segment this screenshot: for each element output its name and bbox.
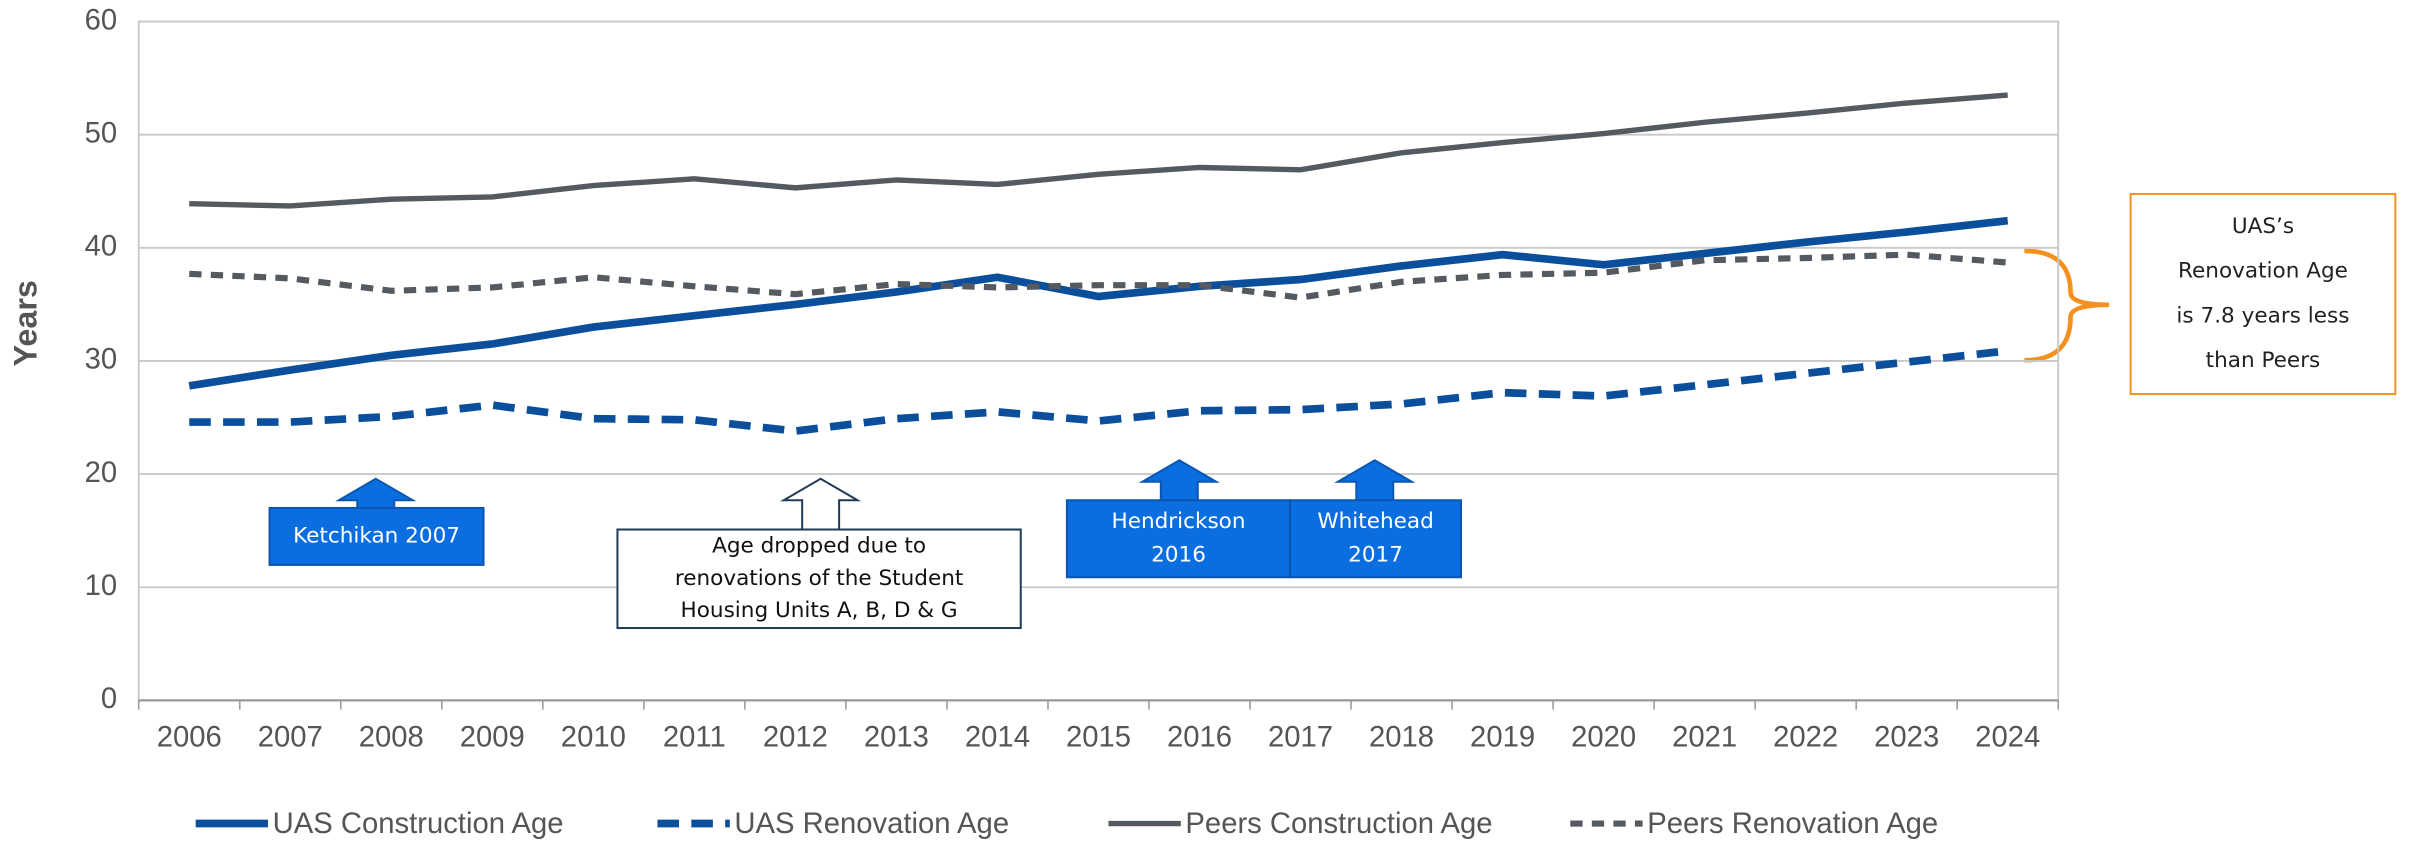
annotation-text: is 7.8 years less — [2176, 303, 2349, 328]
x-tick-label: 2024 — [1975, 722, 2040, 754]
annotation-arrow — [1138, 459, 1220, 502]
annotation-arrow — [1334, 459, 1416, 502]
series-line — [188, 216, 2009, 390]
annotation-text: Age dropped due to — [712, 533, 926, 558]
annotation-box — [616, 528, 1022, 630]
annotation-text: than Peers — [2206, 348, 2321, 373]
annotation-text: renovations of the Student — [675, 566, 963, 591]
y-tick-label: 50 — [85, 117, 118, 149]
annotation-text: Whitehead — [1317, 509, 1433, 534]
series-line — [189, 92, 2008, 209]
y-axis-label: Years — [7, 280, 43, 366]
legend-label: UAS Construction Age — [273, 808, 564, 840]
x-tick-label: 2023 — [1874, 722, 1939, 754]
x-tick-label: 2008 — [359, 722, 424, 754]
x-tick-label: 2017 — [1268, 722, 1333, 754]
annotation-box — [268, 506, 485, 566]
x-tick-label: 2007 — [258, 722, 323, 754]
x-tick-label: 2010 — [561, 722, 626, 754]
brace — [2024, 248, 2110, 363]
y-tick-label: 40 — [85, 231, 118, 263]
y-tick-label: 60 — [85, 4, 118, 36]
x-tick-label: 2019 — [1470, 722, 1535, 754]
x-tick-label: 2012 — [763, 722, 828, 754]
legend-label: UAS Renovation Age — [734, 808, 1009, 840]
x-tick-label: 2021 — [1672, 722, 1737, 754]
annotation-arrow — [779, 477, 862, 531]
y-tick-label: 0 — [101, 683, 117, 715]
series-line — [189, 346, 2009, 435]
x-tick-label: 2018 — [1369, 722, 1434, 754]
annotation: Hendrickson 2016 — [1065, 459, 1292, 579]
y-tick-label: 20 — [85, 457, 118, 489]
x-tick-label: 2013 — [864, 722, 929, 754]
x-tick-label: 2011 — [663, 722, 726, 754]
annotation-text: Ketchikan 2007 — [293, 523, 460, 548]
x-tick-label: 2014 — [965, 722, 1030, 754]
y-tick-label: 10 — [85, 570, 118, 602]
x-tick-label: 2016 — [1167, 722, 1232, 754]
annotation-text: UAS’s — [2232, 214, 2294, 239]
annotation-text: 2016 — [1151, 543, 1206, 568]
annotation-arrow — [335, 477, 417, 509]
annotation-text: Renovation Age — [2178, 259, 2348, 284]
x-tick-label: 2009 — [460, 722, 525, 754]
series-line — [189, 251, 2008, 301]
x-tick-label: 2020 — [1571, 722, 1636, 754]
x-tick-label: 2022 — [1773, 722, 1838, 754]
annotation-box — [1065, 499, 1292, 579]
annotation: Whitehead 2017 — [1289, 459, 1462, 579]
x-tick-label: 2006 — [157, 722, 222, 754]
annotation: UAS’s Renovation Age is 7.8 years less than… — [2129, 192, 2397, 396]
annotation-text: 2017 — [1348, 543, 1403, 568]
annotation: Ketchikan 2007 — [268, 477, 485, 566]
legend-label: Peers Construction Age — [1185, 808, 1492, 840]
annotation-text: Hendrickson — [1112, 509, 1246, 534]
annotation-box — [2129, 192, 2397, 396]
legend-label: Peers Renovation Age — [1647, 808, 1938, 840]
annotation-text: Housing Units A, B, D & G — [681, 598, 958, 623]
annotation: Age dropped due to renovations of the Stu… — [616, 477, 1022, 630]
y-tick-label: 30 — [85, 344, 118, 376]
x-tick-label: 2015 — [1066, 722, 1131, 754]
annotation-box — [1289, 499, 1462, 579]
